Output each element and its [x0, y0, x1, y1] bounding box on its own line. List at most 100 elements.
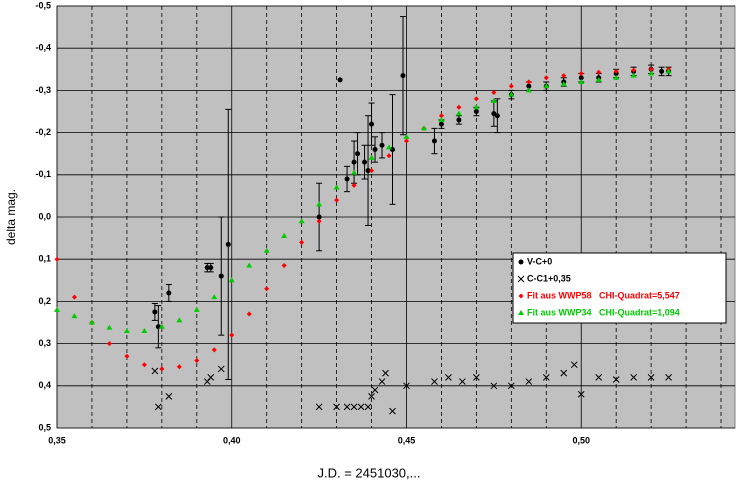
data-point: [333, 184, 340, 190]
data-point: [351, 169, 358, 175]
y-tick-label: 0,4: [38, 380, 51, 390]
data-point: [456, 117, 462, 123]
data-point: [154, 403, 162, 411]
y-tick-label: -0,3: [35, 85, 51, 95]
data-point: [218, 273, 224, 279]
y-tick-label: 0,1: [38, 254, 51, 264]
data-point: [379, 142, 385, 148]
data-point: [596, 69, 602, 75]
series: [54, 68, 672, 333]
data-point: [263, 247, 270, 253]
legend-box: [512, 252, 727, 324]
data-point: [386, 144, 393, 150]
legend-marker: [517, 275, 525, 283]
data-point: [124, 353, 130, 359]
data-point: [176, 317, 183, 323]
data-point: [630, 72, 637, 78]
data-point: [371, 386, 379, 394]
data-point: [264, 286, 270, 292]
data-point: [369, 168, 375, 174]
x-tick-label: 0,35: [48, 435, 66, 445]
data-point: [337, 77, 343, 83]
data-point: [578, 75, 584, 81]
legend-marker: [518, 310, 524, 315]
x-axis-title: J.D. = 2451030,...: [318, 465, 421, 480]
data-point: [612, 376, 620, 383]
data-point: [494, 113, 500, 119]
data-point: [71, 294, 77, 300]
legend-marker: [518, 293, 524, 299]
data-point: [631, 67, 637, 73]
data-point: [525, 378, 533, 385]
data-point: [54, 256, 60, 262]
series: [151, 361, 672, 415]
data-point: [315, 403, 323, 411]
data-point: [208, 265, 214, 271]
x-tick-label: 0,50: [572, 435, 590, 445]
data-point: [507, 382, 515, 390]
data-point: [203, 378, 211, 385]
data-point: [281, 263, 287, 269]
data-point: [166, 290, 172, 296]
x-tick-label: 0,45: [398, 435, 416, 445]
data-point: [382, 369, 389, 377]
data-point: [369, 121, 375, 127]
data-point: [343, 403, 351, 411]
data-point: [560, 369, 568, 377]
data-point: [648, 66, 654, 72]
data-point: [473, 109, 479, 114]
data-point: [333, 403, 340, 411]
data-point: [613, 68, 619, 74]
data-point: [560, 81, 567, 87]
data-point: [159, 366, 165, 372]
data-point: [344, 176, 350, 182]
data-point: [403, 138, 409, 144]
data-point: [355, 151, 361, 157]
data-point: [123, 327, 130, 333]
data-point: [54, 306, 60, 312]
data-point: [229, 332, 235, 338]
data-point: [372, 146, 378, 152]
data-point: [543, 83, 550, 89]
data-point: [298, 218, 305, 224]
data-point: [151, 367, 159, 375]
data-point: [193, 306, 200, 312]
legend-marker: [518, 259, 524, 265]
data-point: [141, 362, 147, 368]
y-tick-label: -0,2: [35, 127, 51, 137]
data-point: [386, 153, 392, 159]
data-point: [577, 390, 585, 398]
data-point: [542, 374, 550, 381]
data-point: [368, 154, 375, 160]
data-point: [473, 374, 480, 381]
data-point: [362, 159, 368, 165]
data-point: [665, 68, 672, 74]
y-axis-title: delta mag.: [4, 189, 18, 245]
data-point: [316, 201, 323, 207]
data-point: [431, 138, 437, 144]
data-point: [211, 294, 218, 300]
data-point: [106, 341, 112, 347]
data-point: [438, 121, 444, 127]
data-point: [299, 239, 305, 245]
data-point: [88, 319, 95, 325]
data-point: [389, 407, 396, 415]
data-point: [351, 159, 357, 165]
data-point: [165, 392, 173, 400]
data-point: [561, 73, 567, 79]
data-point: [204, 265, 210, 271]
data-point: [595, 76, 602, 82]
data-point: [225, 241, 231, 247]
legend-label: Fit aus WWP34 CHI-Quadrat=1,094: [527, 307, 680, 317]
data-point: [595, 374, 603, 381]
data-point: [71, 313, 78, 319]
data-point: [334, 197, 340, 203]
y-tick-label: -0,4: [35, 43, 51, 53]
data-point: [490, 382, 498, 390]
legend-label: Fit aus WWP58 CHI-Quadrat=5,547: [527, 290, 680, 300]
data-point: [378, 378, 386, 385]
data-point: [211, 347, 217, 353]
data-point: [365, 168, 371, 174]
data-point: [431, 378, 438, 385]
